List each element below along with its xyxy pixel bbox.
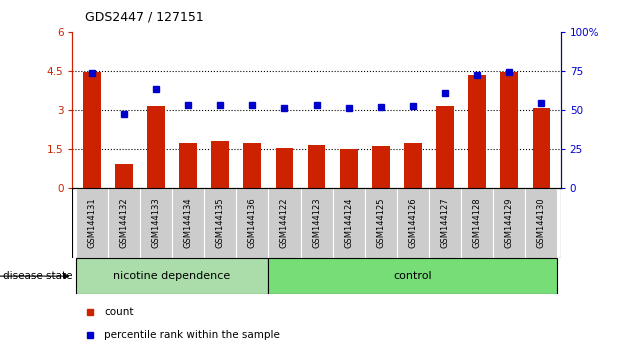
Bar bbox=[212, 141, 229, 188]
Bar bbox=[204, 188, 236, 258]
Text: GSM144126: GSM144126 bbox=[408, 198, 418, 249]
Text: GSM144136: GSM144136 bbox=[248, 198, 257, 249]
Text: GDS2447 / 127151: GDS2447 / 127151 bbox=[85, 11, 203, 24]
Text: GSM144135: GSM144135 bbox=[215, 198, 225, 249]
Text: count: count bbox=[104, 307, 134, 318]
Bar bbox=[172, 188, 204, 258]
Bar bbox=[115, 164, 133, 188]
Text: GSM144123: GSM144123 bbox=[312, 198, 321, 249]
Bar bbox=[244, 143, 261, 188]
Bar bbox=[365, 188, 397, 258]
Text: nicotine dependence: nicotine dependence bbox=[113, 271, 231, 281]
Text: GSM144132: GSM144132 bbox=[119, 198, 129, 249]
Text: GSM144127: GSM144127 bbox=[440, 198, 450, 249]
Bar bbox=[83, 72, 101, 188]
Bar bbox=[268, 258, 558, 294]
Text: GSM144122: GSM144122 bbox=[280, 198, 289, 248]
Bar bbox=[500, 72, 518, 188]
Text: GSM144125: GSM144125 bbox=[376, 198, 386, 248]
Bar bbox=[333, 188, 365, 258]
Bar bbox=[147, 106, 165, 188]
Text: GSM144124: GSM144124 bbox=[344, 198, 353, 248]
Bar bbox=[461, 188, 493, 258]
Bar bbox=[436, 106, 454, 188]
Bar bbox=[76, 258, 268, 294]
Text: control: control bbox=[394, 271, 432, 281]
Bar bbox=[76, 188, 108, 258]
Bar bbox=[404, 143, 421, 188]
Text: GSM144129: GSM144129 bbox=[505, 198, 514, 248]
Bar bbox=[180, 143, 197, 188]
Bar bbox=[532, 108, 550, 188]
Text: GSM144130: GSM144130 bbox=[537, 198, 546, 249]
Bar bbox=[468, 75, 486, 188]
Bar bbox=[493, 188, 525, 258]
Bar bbox=[108, 188, 140, 258]
Bar bbox=[372, 146, 389, 188]
Bar bbox=[340, 149, 358, 188]
Bar bbox=[397, 188, 429, 258]
Bar bbox=[525, 188, 558, 258]
Bar bbox=[236, 188, 268, 258]
Text: disease state: disease state bbox=[3, 271, 72, 281]
Text: percentile rank within the sample: percentile rank within the sample bbox=[104, 330, 280, 341]
Text: GSM144133: GSM144133 bbox=[151, 198, 161, 249]
Bar bbox=[301, 188, 333, 258]
Bar bbox=[268, 188, 301, 258]
Text: GSM144128: GSM144128 bbox=[472, 198, 482, 249]
Bar bbox=[275, 148, 294, 188]
Text: GSM144134: GSM144134 bbox=[183, 198, 193, 249]
Bar bbox=[307, 145, 326, 188]
Text: GSM144131: GSM144131 bbox=[87, 198, 96, 249]
Bar bbox=[140, 188, 172, 258]
Bar bbox=[429, 188, 461, 258]
